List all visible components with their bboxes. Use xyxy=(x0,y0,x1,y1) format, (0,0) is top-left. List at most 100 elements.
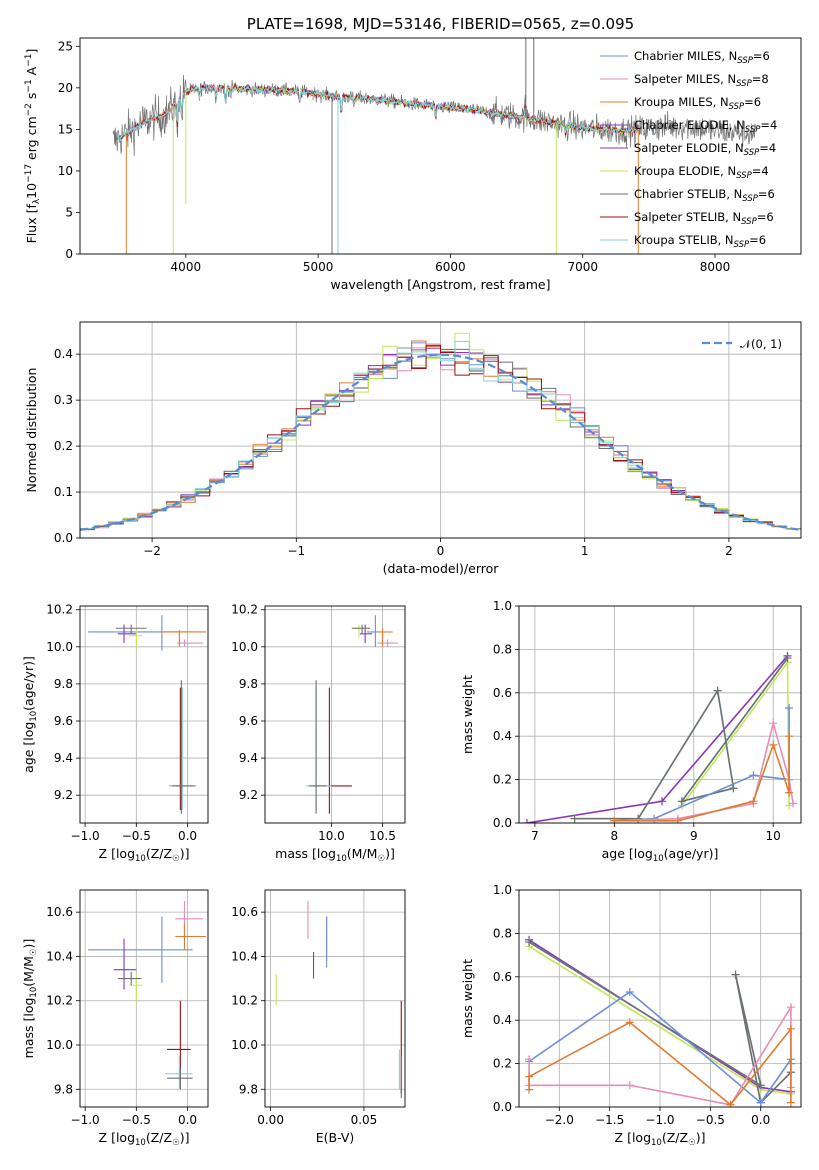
y-tick-label: 1.0 xyxy=(493,883,512,897)
spectrum-frame xyxy=(79,37,802,255)
y-tick-label: 0.3 xyxy=(54,393,73,407)
y-tick-label: 0.0 xyxy=(493,1100,512,1114)
mass-vs-Z-ylabel: mass [log10(M/M☉)] xyxy=(21,939,39,1059)
plus-marker xyxy=(769,740,778,749)
age-vs-Z-points xyxy=(88,615,206,814)
y-tick-label: 0.6 xyxy=(493,686,512,700)
age-vs-Z-frame xyxy=(79,605,209,824)
x-tick-label: −1.0 xyxy=(71,829,100,843)
label-part: Kroupa MILES, N xyxy=(634,95,729,109)
x-tick-label: 1 xyxy=(581,544,589,558)
x-tick-label: 10.0 xyxy=(318,829,345,843)
y-tick-label: 10.4 xyxy=(231,949,258,963)
y-tick-label: 0.6 xyxy=(493,970,512,984)
weight-vs-age-axes: 7 8 9 10 0.0 0.2 0.4 0.6 0.8 1.0 xyxy=(493,599,801,843)
weight-series-chabrier_elodie xyxy=(526,655,789,823)
label-part: 10 xyxy=(651,1138,662,1148)
x-tick-label: 7 xyxy=(531,829,539,843)
plus-marker xyxy=(525,938,534,947)
label-part: (Z/Z xyxy=(662,1130,688,1145)
errorbar-point xyxy=(164,1056,193,1090)
plus-marker xyxy=(756,1081,765,1090)
label-part: ☉ xyxy=(377,854,385,864)
x-tick-label: −0.5 xyxy=(122,1113,151,1127)
label-part: Salpeter STELIB, N xyxy=(634,210,741,224)
label-part: ☉ xyxy=(172,1138,180,1148)
y-tick-label: 15 xyxy=(58,122,73,136)
label-part: SSP xyxy=(736,171,752,181)
label-part: Z [ xyxy=(615,1130,632,1145)
x-tick-label: 7000 xyxy=(567,260,598,274)
plus-marker xyxy=(729,784,738,793)
histogram-salpeter_stelib xyxy=(80,344,801,530)
label-part: Chabrier MILES, N xyxy=(634,49,737,63)
plus-marker xyxy=(786,1024,795,1033)
errorbar-point xyxy=(308,680,327,814)
x-tick-label: 8 xyxy=(611,829,619,843)
x-tick-label: 0.0 xyxy=(178,1113,197,1127)
x-tick-label: 5000 xyxy=(303,260,334,274)
y-tick-label: 10.0 xyxy=(231,640,258,654)
y-tick-label: 9.8 xyxy=(239,1082,258,1096)
label-part: log xyxy=(116,846,135,861)
label-part: =6 xyxy=(744,95,761,109)
x-tick-label: 10.5 xyxy=(369,829,396,843)
y-tick-label: 10.2 xyxy=(231,994,258,1008)
x-tick-label: −1.5 xyxy=(595,1113,624,1127)
errorbar-point xyxy=(377,639,398,647)
label-part: )] xyxy=(21,939,36,949)
age-vs-mass-axes: 10.0 10.5 9.2 9.4 9.6 9.8 10.0 10.2 xyxy=(231,603,405,843)
label-part: Normed distribution xyxy=(24,368,39,493)
label-part: )] xyxy=(180,846,190,861)
y-tick-label: 9.4 xyxy=(239,751,258,765)
age-vs-mass-frame xyxy=(264,605,406,824)
label-part: =6 xyxy=(749,233,766,247)
legend-label: Kroupa ELODIE, NSSP=4 xyxy=(634,164,769,181)
weight-vs-Z-series xyxy=(525,935,795,1107)
label-part: =4 xyxy=(752,164,769,178)
label-part: log xyxy=(317,846,336,861)
legend-label: Chabrier ELODIE, NSSP=4 xyxy=(634,118,777,135)
mass-vs-Z-frame xyxy=(79,889,209,1108)
y-tick-label: 0.8 xyxy=(493,926,512,940)
x-tick-label: −0.5 xyxy=(696,1113,725,1127)
label-part: mass [ xyxy=(21,1017,36,1059)
label-part: Flux [f xyxy=(24,204,39,244)
label-part: Kroupa STELIB, N xyxy=(634,233,734,247)
label-part: =4 xyxy=(760,118,777,132)
plus-marker xyxy=(525,1055,534,1064)
y-tick-label: 10.0 xyxy=(231,1038,258,1052)
label-part: =8 xyxy=(752,72,769,86)
label-part: age [ xyxy=(21,741,36,773)
plus-marker xyxy=(769,719,778,728)
errorbar-point xyxy=(377,628,393,647)
label-part: =6 xyxy=(757,210,774,224)
legend-label: Salpeter ELODIE, NSSP=4 xyxy=(634,141,776,158)
legend-label: Kroupa STELIB, NSSP=6 xyxy=(634,233,766,250)
label-part: )] xyxy=(696,1130,706,1145)
label-part: Chabrier ELODIE, N xyxy=(634,118,745,132)
y-tick-label: 0 xyxy=(65,247,73,261)
y-tick-label: 0.4 xyxy=(493,729,512,743)
y-tick-label: 9.8 xyxy=(239,677,258,691)
x-tick-label: −2.0 xyxy=(545,1113,574,1127)
x-tick-label: 4000 xyxy=(171,260,202,274)
label-part: )] xyxy=(385,846,395,861)
label-part: Z [ xyxy=(99,846,116,861)
y-tick-label: 25 xyxy=(58,39,73,53)
y-tick-label: 10.2 xyxy=(231,603,258,617)
age-vs-mass-xlabel: mass [log10(M/M☉)] xyxy=(275,846,395,864)
y-tick-label: 9.8 xyxy=(54,677,73,691)
x-tick-label: −2 xyxy=(143,544,161,558)
y-tick-label: 0.1 xyxy=(54,485,73,499)
label-part: ☉ xyxy=(688,1138,696,1148)
label-part: =4 xyxy=(759,141,776,155)
label-part: log xyxy=(21,998,36,1017)
label-part: −2 xyxy=(24,103,34,116)
y-tick-label: 10 xyxy=(58,164,73,178)
plus-marker xyxy=(657,797,666,806)
y-tick-label: 0.8 xyxy=(493,642,512,656)
label-part: 10 xyxy=(24,183,39,199)
errorbar-point xyxy=(351,624,371,634)
label-part: )] xyxy=(180,1130,190,1145)
